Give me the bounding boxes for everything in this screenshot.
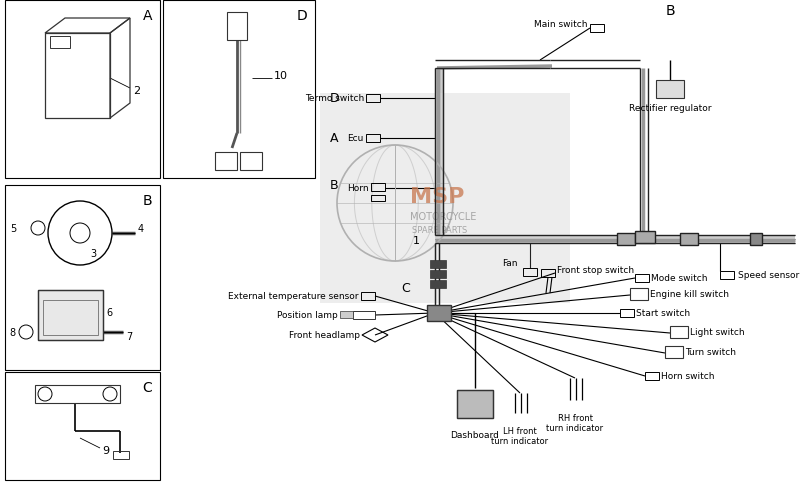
Text: 10: 10	[274, 71, 288, 81]
Bar	[630, 288, 648, 301]
Bar	[720, 271, 734, 280]
Text: Engine kill switch: Engine kill switch	[650, 290, 729, 299]
Bar	[45, 34, 110, 119]
Bar	[366, 135, 380, 142]
Bar	[430, 281, 446, 288]
Text: A: A	[142, 9, 152, 23]
Text: C: C	[402, 282, 410, 295]
Text: Speed sensor: Speed sensor	[738, 271, 799, 280]
Text: 2: 2	[133, 86, 140, 96]
Text: Rectifier regulator: Rectifier regulator	[629, 104, 711, 113]
Bar	[43, 301, 98, 335]
Bar	[5, 372, 160, 480]
Text: RH front
turn indicator: RH front turn indicator	[546, 413, 603, 432]
Text: Front headlamp: Front headlamp	[289, 331, 360, 340]
Bar	[371, 196, 385, 202]
Bar	[35, 385, 120, 403]
Bar	[457, 390, 493, 418]
Bar	[635, 231, 655, 244]
Bar	[620, 309, 634, 317]
Text: Light switch: Light switch	[690, 328, 745, 337]
Text: C: C	[142, 380, 152, 394]
Bar	[227, 13, 247, 41]
Bar	[50, 37, 70, 49]
Bar	[366, 95, 380, 103]
Bar	[435, 236, 795, 244]
Bar	[430, 261, 446, 268]
Text: Mode switch: Mode switch	[651, 274, 707, 283]
Text: Dashboard: Dashboard	[450, 430, 499, 439]
Bar	[645, 372, 659, 380]
Bar	[38, 290, 103, 340]
Bar	[215, 153, 237, 171]
Bar	[670, 326, 688, 338]
Text: Main switch: Main switch	[534, 20, 588, 29]
Text: Fan: Fan	[502, 259, 518, 268]
Text: 5: 5	[10, 224, 16, 234]
Bar	[457, 390, 493, 418]
Bar	[320, 94, 570, 304]
Text: B: B	[142, 194, 152, 207]
Bar	[5, 185, 160, 370]
Bar	[435, 69, 443, 236]
Bar	[38, 290, 103, 340]
Text: Start switch: Start switch	[636, 309, 690, 318]
Text: 1: 1	[413, 236, 420, 245]
Bar	[163, 1, 315, 179]
Text: A: A	[330, 132, 338, 145]
Bar	[541, 269, 555, 278]
Text: B: B	[665, 4, 675, 18]
Bar	[5, 1, 160, 179]
Text: 4: 4	[138, 224, 144, 234]
Bar	[523, 268, 537, 276]
Text: 8: 8	[10, 327, 16, 337]
Bar	[617, 234, 635, 245]
Bar	[750, 234, 762, 245]
Text: 3: 3	[90, 248, 96, 259]
Text: External temperature sensor: External temperature sensor	[229, 292, 359, 301]
Bar	[340, 311, 353, 318]
Text: 6: 6	[106, 307, 112, 317]
Bar	[656, 81, 684, 99]
Bar	[635, 274, 649, 283]
Text: Turn switch: Turn switch	[685, 348, 736, 357]
Bar	[665, 346, 683, 358]
Bar	[430, 270, 446, 279]
Bar	[590, 25, 604, 33]
Bar	[353, 311, 375, 319]
Bar	[371, 183, 385, 192]
Text: MOTORCYCLE: MOTORCYCLE	[410, 212, 476, 222]
Text: 9: 9	[102, 445, 109, 455]
Text: LH front
turn indicator: LH front turn indicator	[491, 426, 549, 446]
Text: D: D	[330, 92, 340, 105]
Bar	[240, 153, 262, 171]
Text: SPARE PARTS: SPARE PARTS	[412, 226, 467, 235]
Text: Horn: Horn	[347, 184, 369, 193]
Text: D: D	[296, 9, 307, 23]
Text: 7: 7	[126, 331, 132, 341]
Bar	[113, 451, 129, 459]
Text: Termo switch: Termo switch	[305, 94, 364, 103]
Text: Horn switch: Horn switch	[661, 372, 714, 381]
Text: Front stop switch: Front stop switch	[557, 266, 634, 275]
Bar	[361, 292, 375, 301]
Text: B: B	[330, 179, 338, 192]
Text: MSP: MSP	[410, 186, 464, 206]
Text: Ecu: Ecu	[348, 134, 364, 143]
Bar	[427, 305, 451, 321]
Bar	[680, 234, 698, 245]
Text: Position lamp: Position lamp	[278, 311, 338, 320]
